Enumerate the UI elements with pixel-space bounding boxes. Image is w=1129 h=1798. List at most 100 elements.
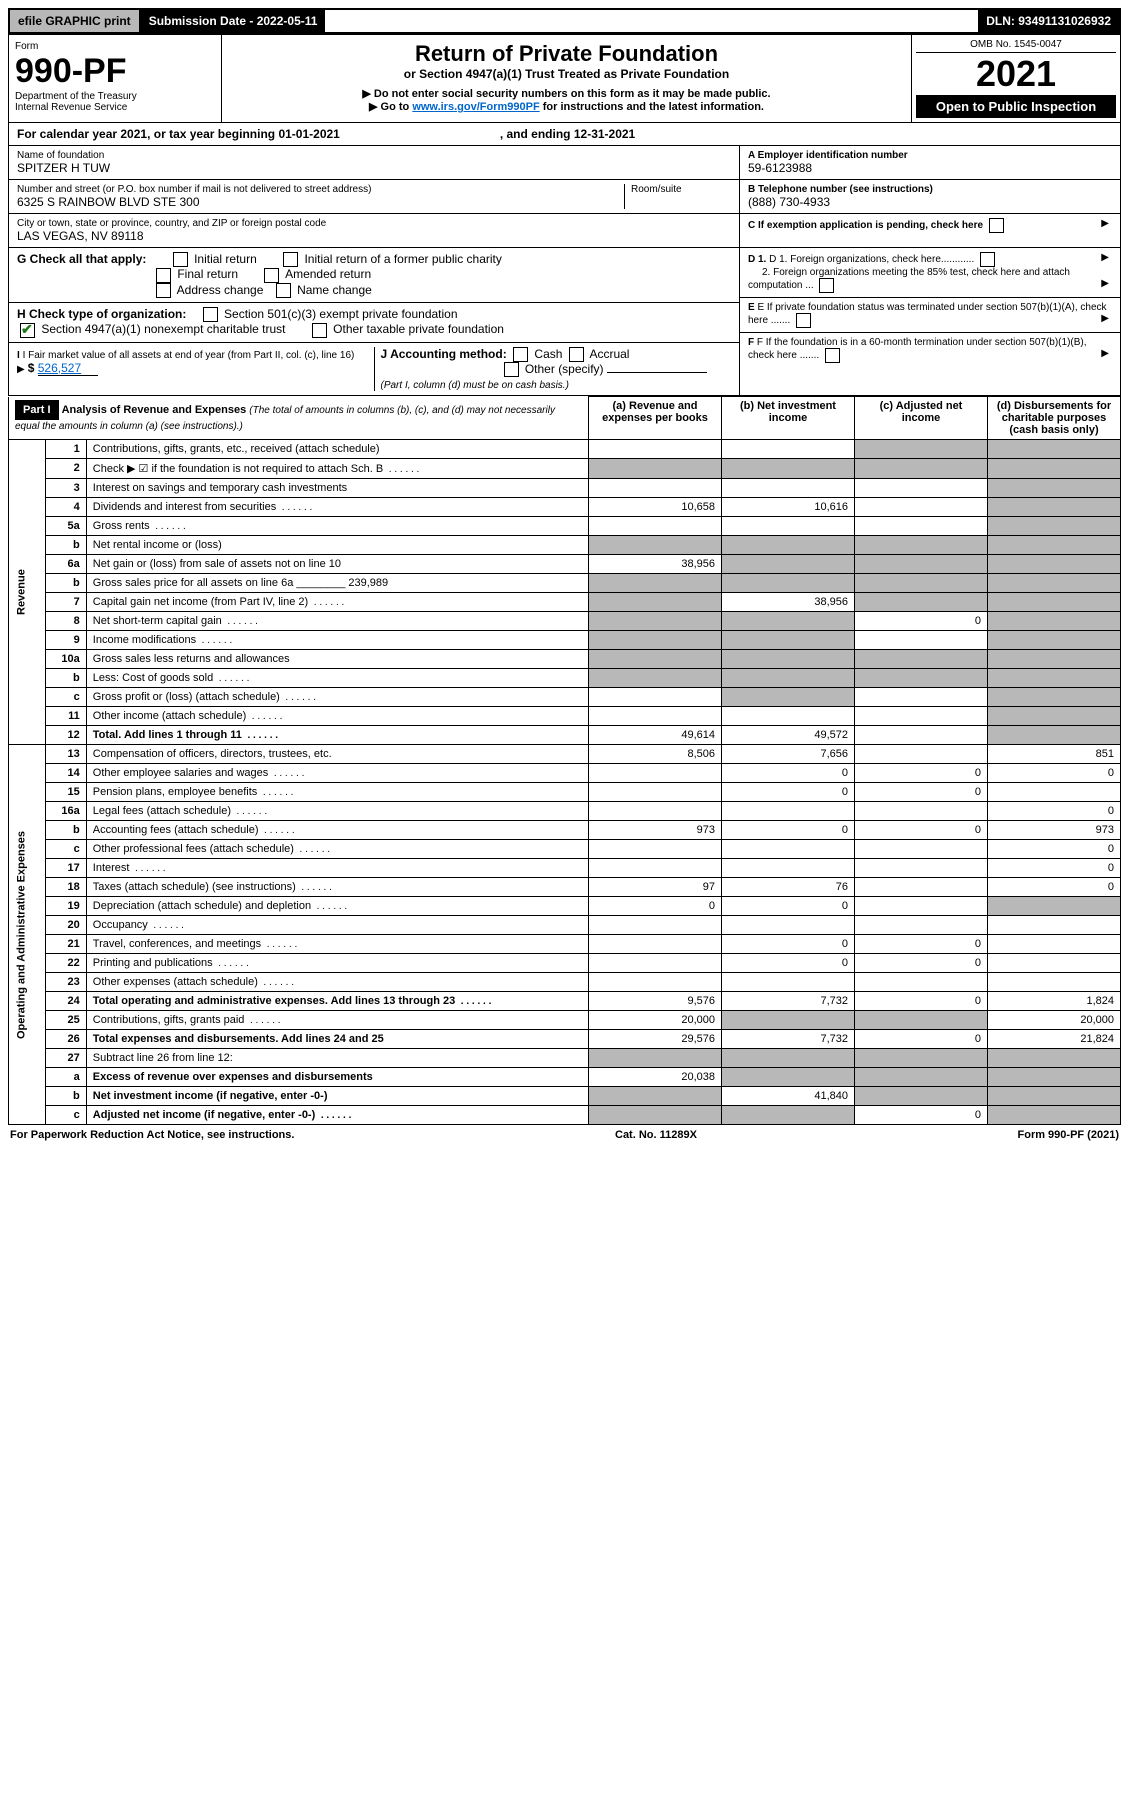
table-row: 12Total. Add lines 1 through 11 . . . . … bbox=[9, 726, 1121, 745]
cell-a bbox=[589, 612, 722, 631]
form-number: 990-PF bbox=[15, 52, 215, 91]
cell-a bbox=[589, 954, 722, 973]
revenue-section-label: Revenue bbox=[9, 440, 46, 745]
line-number: b bbox=[45, 536, 86, 555]
line-label: Printing and publications . . . . . . bbox=[86, 954, 588, 973]
cell-b bbox=[722, 459, 855, 479]
cell-c bbox=[855, 859, 988, 878]
cell-a: 20,000 bbox=[589, 1011, 722, 1030]
table-row: 14Other employee salaries and wages . . … bbox=[9, 764, 1121, 783]
e-checkbox[interactable] bbox=[796, 313, 811, 328]
cell-a: 8,506 bbox=[589, 745, 722, 764]
form-label: Form bbox=[15, 41, 215, 52]
table-row: 25Contributions, gifts, grants paid . . … bbox=[9, 1011, 1121, 1030]
line-number: 9 bbox=[45, 631, 86, 650]
g-name[interactable] bbox=[276, 283, 291, 298]
line-label: Subtract line 26 from line 12: bbox=[86, 1049, 588, 1068]
table-row: 5aGross rents . . . . . . bbox=[9, 517, 1121, 536]
line-label: Compensation of officers, directors, tru… bbox=[86, 745, 588, 764]
cell-c bbox=[855, 802, 988, 821]
cell-b: 10,616 bbox=[722, 498, 855, 517]
c-checkbox[interactable] bbox=[989, 218, 1004, 233]
note-1: ▶ Do not enter social security numbers o… bbox=[228, 87, 905, 100]
cell-d bbox=[988, 726, 1121, 745]
table-row: 8Net short-term capital gain . . . . . .… bbox=[9, 612, 1121, 631]
cell-d bbox=[988, 574, 1121, 593]
table-row: 21Travel, conferences, and meetings . . … bbox=[9, 935, 1121, 954]
j-cash[interactable] bbox=[513, 347, 528, 362]
line-number: c bbox=[45, 840, 86, 859]
table-row: Revenue1Contributions, gifts, grants, et… bbox=[9, 440, 1121, 459]
c-pending: C If exemption application is pending, c… bbox=[740, 214, 1120, 237]
cell-d bbox=[988, 459, 1121, 479]
line-number: 21 bbox=[45, 935, 86, 954]
line-label: Total expenses and disbursements. Add li… bbox=[86, 1030, 588, 1049]
g-amended[interactable] bbox=[264, 268, 279, 283]
line-label: Check ▶ ☑ if the foundation is not requi… bbox=[86, 459, 588, 479]
cell-a bbox=[589, 707, 722, 726]
cell-a: 0 bbox=[589, 897, 722, 916]
line-number: 3 bbox=[45, 479, 86, 498]
line-number: 25 bbox=[45, 1011, 86, 1030]
table-row: 9Income modifications . . . . . . bbox=[9, 631, 1121, 650]
line-label: Contributions, gifts, grants paid . . . … bbox=[86, 1011, 588, 1030]
g-address[interactable] bbox=[156, 283, 171, 298]
foundation-name-label: Name of foundation bbox=[17, 150, 731, 161]
j-other[interactable] bbox=[504, 362, 519, 377]
line-label: Net rental income or (loss) bbox=[86, 536, 588, 555]
line-label: Pension plans, employee benefits . . . .… bbox=[86, 783, 588, 802]
cell-c bbox=[855, 631, 988, 650]
h-501c3[interactable] bbox=[203, 307, 218, 322]
efile-button[interactable]: efile GRAPHIC print bbox=[10, 10, 141, 32]
h-row: H Check type of organization: Section 50… bbox=[9, 303, 739, 343]
j-accrual[interactable] bbox=[569, 347, 584, 362]
g-initial-former[interactable] bbox=[283, 252, 298, 267]
line-number: b bbox=[45, 669, 86, 688]
cell-c bbox=[855, 555, 988, 574]
irs-link[interactable]: www.irs.gov/Form990PF bbox=[412, 101, 539, 113]
d2-checkbox[interactable] bbox=[819, 278, 834, 293]
col-a: (a) Revenue and expenses per books bbox=[589, 397, 722, 440]
cell-b: 0 bbox=[722, 935, 855, 954]
cell-a bbox=[589, 859, 722, 878]
cell-b bbox=[722, 536, 855, 555]
line-label: Excess of revenue over expenses and disb… bbox=[86, 1068, 588, 1087]
cell-a bbox=[589, 935, 722, 954]
line-label: Total operating and administrative expen… bbox=[86, 992, 588, 1011]
line-label: Other income (attach schedule) . . . . .… bbox=[86, 707, 588, 726]
line-label: Gross rents . . . . . . bbox=[86, 517, 588, 536]
h-4947[interactable] bbox=[20, 323, 35, 338]
h-other-taxable[interactable] bbox=[312, 323, 327, 338]
g-initial[interactable] bbox=[173, 252, 188, 267]
line-label: Income modifications . . . . . . bbox=[86, 631, 588, 650]
cell-b bbox=[722, 574, 855, 593]
cell-d bbox=[988, 517, 1121, 536]
table-row: cOther professional fees (attach schedul… bbox=[9, 840, 1121, 859]
cell-b bbox=[722, 555, 855, 574]
cell-a bbox=[589, 517, 722, 536]
table-row: 16aLegal fees (attach schedule) . . . . … bbox=[9, 802, 1121, 821]
cell-b: 0 bbox=[722, 897, 855, 916]
fmv-value[interactable]: 526,527 bbox=[38, 361, 98, 376]
cell-a bbox=[589, 536, 722, 555]
cell-b bbox=[722, 669, 855, 688]
cell-d bbox=[988, 916, 1121, 935]
d1-checkbox[interactable] bbox=[980, 252, 995, 267]
ein-label: A Employer identification number bbox=[748, 150, 1112, 161]
cell-d: 1,824 bbox=[988, 992, 1121, 1011]
f-checkbox[interactable] bbox=[825, 348, 840, 363]
cell-a bbox=[589, 669, 722, 688]
cell-d: 0 bbox=[988, 764, 1121, 783]
cell-a bbox=[589, 650, 722, 669]
g-final[interactable] bbox=[156, 268, 171, 283]
cell-b bbox=[722, 479, 855, 498]
e-row: E E If private foundation status was ter… bbox=[740, 298, 1120, 333]
line-label: Legal fees (attach schedule) . . . . . . bbox=[86, 802, 588, 821]
cell-c bbox=[855, 669, 988, 688]
table-row: 7Capital gain net income (from Part IV, … bbox=[9, 593, 1121, 612]
cell-d bbox=[988, 1106, 1121, 1125]
cell-c bbox=[855, 479, 988, 498]
line-label: Other employee salaries and wages . . . … bbox=[86, 764, 588, 783]
cell-c bbox=[855, 1068, 988, 1087]
cell-b bbox=[722, 517, 855, 536]
